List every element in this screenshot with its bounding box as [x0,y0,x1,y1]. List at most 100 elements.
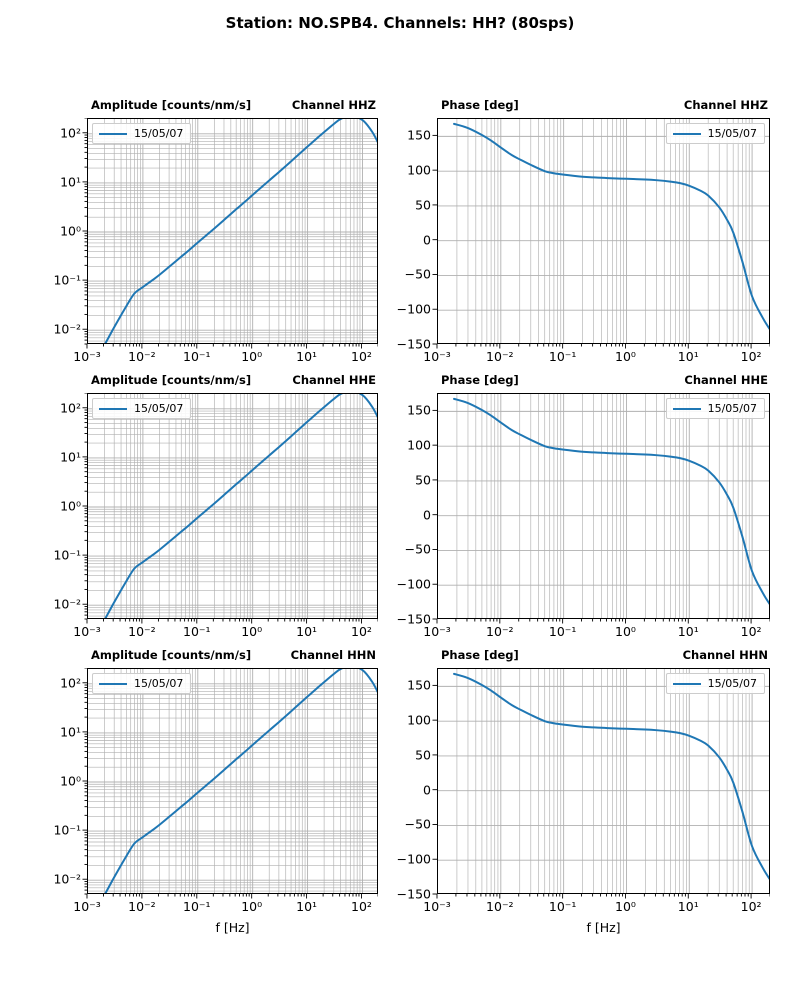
subplot-hhn-phase: Phase [deg] Channel HHN 10⁻³ 10⁻² 10⁻¹ 10⁰ 10¹… [397,648,770,935]
ytick-label: 10⁻² [53,871,81,887]
gridlines-hhe-amplitude [88,394,377,618]
ytick-label: 50 [415,747,431,763]
xtick-label: 10⁻¹ [548,624,577,639]
subplot-hhz-phase: Phase [deg] Channel HHZ 10⁻³ 10⁻² 10⁻¹ 10⁰ 10¹… [397,98,770,364]
subplot-title-right-hhz-phase: Channel HHZ [683,98,768,112]
xtick-label: 10² [351,349,372,364]
legend-label: 15/05/07 [134,127,184,140]
ytick-label: 10¹ [60,174,81,190]
xtick-label: 10² [351,899,372,914]
xtick-label: 10⁻² [128,624,156,639]
subplot-title-left-hhe-phase: Phase [deg] [441,373,519,387]
ytick-label: 100 [407,712,431,728]
xlabel-hhn-amplitude: f [Hz] [215,920,250,935]
ytick-label: 10⁰ [60,498,81,514]
subplot-title-right-hhn-amplitude: Channel HHN [290,648,376,662]
ytick-label: 10⁻² [53,596,81,612]
data-line-hhz-amplitude [104,119,377,343]
plot-area-hhe-amplitude [87,393,378,619]
data-line-hhn-amplitude [104,669,377,893]
legend-hhz-amplitude[interactable]: 15/05/07 [92,123,192,144]
xtick-label: 10⁻² [128,349,156,364]
figure-title: Station: NO.SPB4. Channels: HH? (80sps) [225,14,575,32]
ytick-label: 10⁻² [53,321,81,337]
xtick-label: 10² [740,624,762,639]
xtick-label: 10⁻³ [73,349,101,364]
ytick-label: −150 [396,336,431,352]
xtick-label: 10¹ [296,899,318,914]
ytick-label: 10⁰ [60,773,81,789]
legend-line-swatch [672,682,701,685]
ytick-label: 10⁰ [60,223,81,239]
subplot-title-right-hhe-amplitude: Channel HHE [292,373,376,387]
xtick-label: 10⁰ [241,349,263,364]
data-line-hhe-amplitude [104,394,377,618]
legend-label: 15/05/07 [707,402,757,415]
data-line-hhz-phase [453,122,769,330]
gridlines-hhn-phase [438,669,769,893]
ytick-label: 50 [415,197,431,213]
legend-line-swatch [99,682,127,685]
xtick-label: 10⁰ [614,899,636,914]
legend-hhe-amplitude[interactable]: 15/05/07 [92,398,192,419]
ytick-label: 0 [423,507,431,523]
xtick-label: 10⁻² [128,899,156,914]
ytick-label: 10⁻¹ [53,272,81,288]
subplot-title-left-hhz-phase: Phase [deg] [441,98,519,112]
ytick-label: −50 [404,266,431,282]
xtick-label: 10⁻² [486,899,514,914]
gridlines-hhe-phase [438,394,769,618]
xtick-label: 10¹ [677,349,699,364]
legend-label: 15/05/07 [707,127,757,140]
ytick-label: −100 [396,576,431,592]
ytick-label: 10⁻¹ [53,547,81,563]
plot-area-hhe-phase [437,393,770,619]
ytick-label: −100 [396,301,431,317]
xlabel-hhn-phase: f [Hz] [586,920,621,935]
plot-area-hhn-amplitude [87,668,378,894]
xtick-label: 10² [351,624,372,639]
xtick-label: 10⁻¹ [183,899,211,914]
ytick-label: 10⁻¹ [53,822,81,838]
xtick-label: 10⁰ [241,624,263,639]
xtick-label: 10⁰ [614,349,636,364]
xtick-label: 10⁻¹ [183,349,211,364]
ytick-label: −150 [396,611,431,627]
subplot-title-right-hhn-phase: Channel HHN [682,648,768,662]
ytick-label: 150 [407,677,431,693]
data-line-hhn-phase [453,672,769,880]
legend-hhe-phase[interactable]: 15/05/07 [665,398,765,419]
ytick-label: −150 [396,886,431,902]
xtick-label: 10⁻³ [423,899,451,914]
xtick-label: 10⁻³ [73,624,101,639]
subplot-title-right-hhz-amplitude: Channel HHZ [291,98,376,112]
xtick-label: 10⁰ [614,624,636,639]
subplot-title-left-hhe-amplitude: Amplitude [counts/nm/s] [91,373,252,387]
subplot-title-left-hhn-phase: Phase [deg] [441,648,519,662]
legend-line-swatch [672,407,701,410]
legend-hhn-phase[interactable]: 15/05/07 [665,673,765,694]
legend-hhn-amplitude[interactable]: 15/05/07 [92,673,192,694]
ytick-label: 10² [60,400,81,416]
ytick-label: −50 [404,541,431,557]
xtick-label: 10⁻¹ [548,349,577,364]
ytick-label: 10¹ [60,724,81,740]
ytick-label: 10¹ [60,449,81,465]
legend-hhz-phase[interactable]: 15/05/07 [665,123,765,144]
ytick-label: 0 [423,232,431,248]
xtick-label: 10² [740,899,762,914]
xtick-label: 10⁻¹ [548,899,577,914]
data-line-hhe-phase [453,397,769,605]
gridlines-hhn-amplitude [88,669,377,893]
plot-area-hhz-phase [437,118,770,344]
xtick-label: 10⁻² [486,624,514,639]
legend-label: 15/05/07 [134,402,184,415]
ytick-label: 10² [60,125,81,141]
subplot-title-left-hhz-amplitude: Amplitude [counts/nm/s] [91,98,252,112]
subplot-title-right-hhe-phase: Channel HHE [684,373,768,387]
legend-line-swatch [99,407,127,410]
subplot-hhe-phase: Phase [deg] Channel HHE 10⁻³ 10⁻² 10⁻¹ 10⁰ 10¹… [397,373,770,639]
ytick-label: 100 [407,437,431,453]
xtick-label: 10⁻¹ [183,624,211,639]
